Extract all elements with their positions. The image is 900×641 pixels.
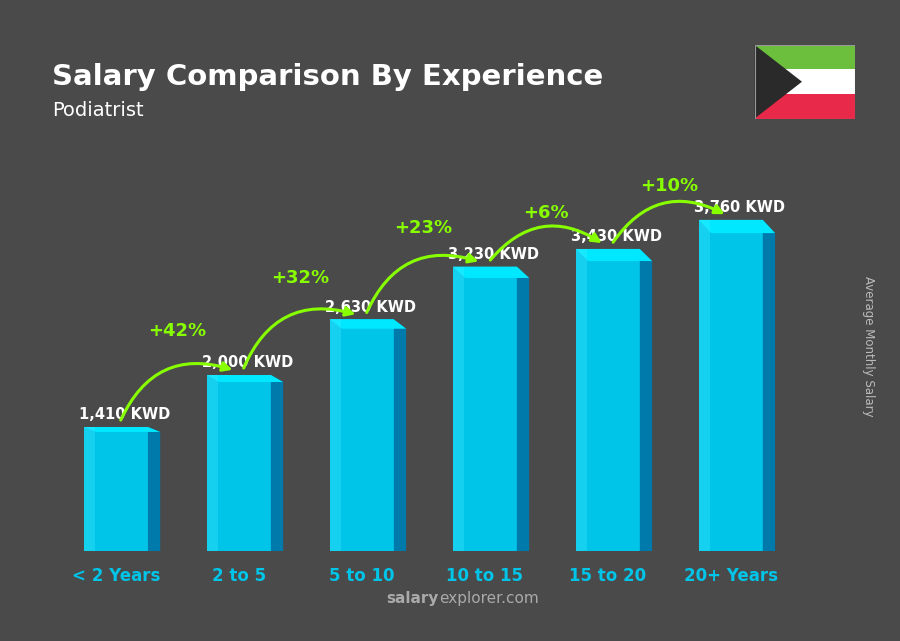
Text: 3,230 KWD: 3,230 KWD [448, 247, 539, 262]
Polygon shape [754, 45, 802, 119]
Text: 2,000 KWD: 2,000 KWD [202, 355, 293, 370]
FancyBboxPatch shape [453, 267, 464, 551]
FancyBboxPatch shape [698, 220, 763, 551]
Polygon shape [148, 427, 160, 551]
Polygon shape [271, 375, 284, 551]
Bar [754, 69, 855, 94]
Bar [754, 45, 855, 69]
Text: +10%: +10% [640, 178, 698, 196]
Polygon shape [640, 249, 652, 551]
Polygon shape [394, 319, 406, 551]
FancyBboxPatch shape [84, 427, 148, 551]
Text: 2,630 KWD: 2,630 KWD [325, 299, 416, 315]
Text: 3,430 KWD: 3,430 KWD [571, 229, 662, 244]
Text: +23%: +23% [394, 219, 453, 237]
Bar [754, 45, 855, 119]
Text: 3,760 KWD: 3,760 KWD [694, 200, 785, 215]
Text: Salary Comparison By Experience: Salary Comparison By Experience [52, 63, 603, 90]
Text: salary: salary [386, 591, 439, 606]
Text: +32%: +32% [271, 269, 329, 287]
FancyBboxPatch shape [330, 319, 394, 551]
Text: +42%: +42% [148, 322, 206, 340]
Polygon shape [453, 267, 529, 278]
Polygon shape [698, 220, 775, 233]
FancyBboxPatch shape [576, 249, 640, 551]
FancyBboxPatch shape [453, 267, 517, 551]
Text: 1,410 KWD: 1,410 KWD [79, 407, 170, 422]
Polygon shape [330, 319, 406, 329]
Polygon shape [84, 427, 160, 432]
Polygon shape [763, 220, 775, 551]
Text: +6%: +6% [524, 204, 569, 222]
FancyBboxPatch shape [576, 249, 588, 551]
Text: Average Monthly Salary: Average Monthly Salary [862, 276, 875, 417]
Polygon shape [576, 249, 652, 261]
FancyBboxPatch shape [84, 427, 95, 551]
Polygon shape [517, 267, 529, 551]
Bar [754, 94, 855, 119]
FancyBboxPatch shape [207, 375, 219, 551]
Text: Podiatrist: Podiatrist [52, 101, 144, 120]
FancyBboxPatch shape [698, 220, 710, 551]
FancyBboxPatch shape [330, 319, 341, 551]
FancyBboxPatch shape [207, 375, 271, 551]
Text: explorer.com: explorer.com [439, 591, 538, 606]
Polygon shape [207, 375, 284, 382]
